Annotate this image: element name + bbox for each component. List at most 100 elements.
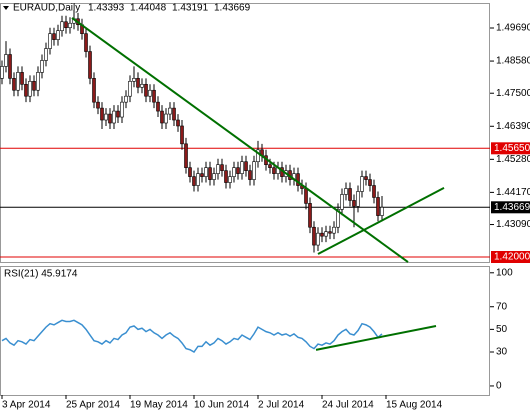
- candle-body: [376, 197, 380, 216]
- candle-body: [84, 33, 88, 52]
- candle-body: [248, 170, 252, 180]
- candle-body: [136, 78, 140, 88]
- candle-body: [348, 188, 352, 201]
- candle-body: [20, 72, 24, 85]
- candle-body: [116, 110, 120, 118]
- candle-body: [140, 83, 144, 88]
- candle-body: [232, 167, 236, 177]
- candle-body: [28, 81, 32, 97]
- x-tick-label: 25 Apr 2014: [66, 400, 120, 411]
- candle-body: [340, 194, 344, 210]
- candle-body: [64, 21, 68, 29]
- candle-body: [324, 231, 328, 237]
- candle-body: [364, 176, 368, 180]
- candle-body: [24, 83, 28, 97]
- candle-body: [48, 33, 52, 49]
- candle-body: [272, 167, 276, 174]
- candle-body: [356, 191, 360, 207]
- rsi-tick-label: 70: [496, 301, 508, 312]
- candle-body: [244, 161, 248, 171]
- y-tick-label: 1.47500: [496, 88, 530, 99]
- x-tick-label: 24 Jul 2014: [322, 400, 374, 411]
- candle-body: [8, 54, 12, 79]
- candle-body: [144, 83, 148, 97]
- candle-body: [304, 188, 308, 204]
- x-tick-label: 15 Aug 2014: [386, 400, 443, 411]
- y-tick-label: 1.43090: [496, 219, 530, 230]
- candle-body: [212, 173, 216, 180]
- candle-body: [224, 170, 228, 183]
- candle-body: [296, 173, 300, 186]
- candle-body: [180, 125, 184, 145]
- candle-body: [88, 51, 92, 79]
- candle-body: [344, 188, 348, 195]
- quote-value: 1.44048: [130, 3, 167, 14]
- candle-body: [256, 149, 260, 163]
- candle-body: [160, 110, 164, 124]
- candle-body: [60, 21, 64, 31]
- candle-body: [192, 176, 196, 186]
- quote-value: 1.43669: [214, 3, 251, 14]
- x-tick-label: 10 Jun 2014: [194, 400, 249, 411]
- candle-body: [104, 113, 108, 121]
- candle-body: [316, 232, 320, 246]
- candle-body: [0, 66, 4, 79]
- candle-body: [252, 161, 256, 180]
- candle-body: [148, 89, 152, 97]
- candle-body: [164, 113, 168, 124]
- candle-body: [380, 206, 384, 216]
- price-panel: [0, 3, 490, 263]
- candle-body: [184, 143, 188, 168]
- y-tick-label: 1.46390: [496, 121, 530, 132]
- candle-body: [44, 48, 48, 61]
- level-label: 1.42000: [494, 252, 530, 263]
- x-tick-label: 3 Apr 2014: [2, 400, 51, 411]
- candle-body: [360, 176, 364, 192]
- y-tick-label: 1.48580: [496, 56, 530, 67]
- quote-value: 1.43393: [88, 3, 125, 14]
- candle-body: [96, 101, 100, 109]
- level-label-box: [491, 142, 530, 155]
- candle-body: [220, 164, 224, 171]
- candle-body: [172, 107, 176, 121]
- candle-body: [92, 78, 96, 103]
- level-label-box: [491, 201, 530, 214]
- candle-body: [32, 81, 36, 91]
- candle-body: [168, 107, 172, 115]
- candle-body: [196, 173, 200, 186]
- candle-body: [4, 54, 8, 67]
- candle-body: [12, 78, 16, 91]
- panel-icon: [3, 6, 9, 10]
- y-tick-label: 1.45280: [496, 154, 530, 165]
- candle-body: [352, 200, 356, 207]
- candle-body: [100, 107, 104, 121]
- candle-body: [228, 176, 232, 183]
- candle-body: [236, 167, 240, 174]
- candle-body: [128, 81, 132, 97]
- rsi-tick-label: 50: [496, 324, 508, 335]
- rsi-line: [1, 319, 383, 353]
- candle-body: [40, 60, 44, 73]
- y-tick-label: 1.49690: [496, 23, 530, 34]
- y-tick-label: 1.44170: [496, 187, 530, 198]
- candle-body: [312, 226, 316, 246]
- quote-value: 1.43191: [172, 3, 209, 14]
- rsi-panel: [0, 266, 490, 396]
- rsi-label: RSI(21) 45.9174: [4, 269, 78, 280]
- candle-body: [152, 89, 156, 103]
- candle-body: [56, 30, 60, 40]
- chart-title: EURAUD,Daily: [13, 3, 80, 14]
- candle-body: [200, 173, 204, 177]
- trendline: [317, 187, 445, 255]
- candle-body: [336, 209, 340, 228]
- candle-body: [108, 113, 112, 124]
- candle-body: [16, 72, 20, 91]
- candle-body: [216, 164, 220, 174]
- rsi-tick-label: 30: [496, 347, 508, 358]
- x-tick-label: 2 Jul 2014: [258, 400, 305, 411]
- candle-body: [176, 119, 180, 127]
- candle-body: [368, 179, 372, 186]
